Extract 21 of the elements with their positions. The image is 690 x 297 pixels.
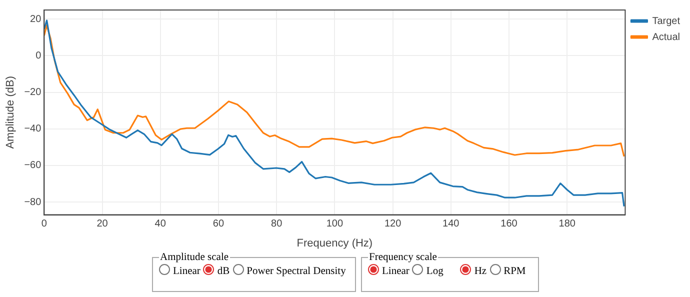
- legend-label: Actual: [652, 32, 680, 43]
- x-tick-label: 100: [326, 218, 344, 230]
- amplitude-scale-options: Amplitude scale Linear dB Power Spectral Density: [152, 252, 356, 292]
- y-axis-title: Amplitude (dB): [4, 76, 17, 149]
- x-tick-label: 20: [96, 218, 108, 230]
- x-tick-label: 120: [384, 218, 402, 230]
- x-tick-label: 180: [558, 218, 576, 230]
- y-tick-label: −20: [24, 87, 42, 98]
- y-tick-label: −40: [24, 124, 42, 135]
- x-tick-label: 140: [442, 218, 460, 230]
- y-tick-label: 0: [36, 50, 42, 62]
- y-tick-label: 20: [30, 14, 42, 25]
- x-tick-label: 80: [271, 218, 283, 230]
- frequency-scale-options: Frequency scale Linear Log Hz RPM: [361, 252, 539, 292]
- legend-label: Target: [652, 16, 680, 27]
- y-tick-label: −80: [24, 196, 42, 208]
- x-axis-title: Frequency (Hz): [296, 237, 373, 250]
- x-tick-label: 60: [212, 218, 224, 230]
- x-tick-label: 160: [500, 218, 518, 230]
- x-tick-label: 40: [154, 218, 166, 230]
- y-tick-label: −60: [24, 160, 42, 172]
